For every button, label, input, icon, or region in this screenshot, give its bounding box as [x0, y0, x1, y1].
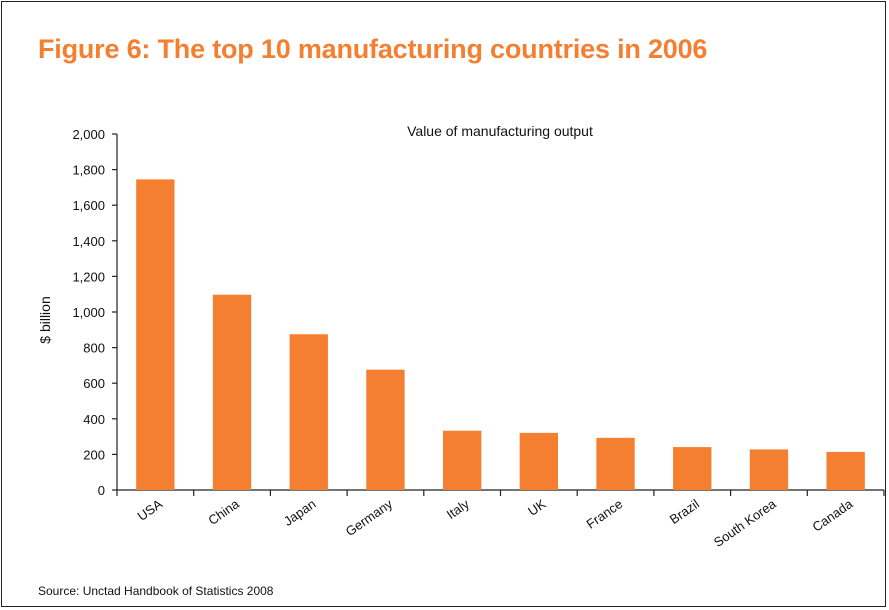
- y-tick-label: 1,600: [72, 198, 105, 213]
- x-tick-label: South Korea: [711, 496, 779, 550]
- bar-usa: [136, 179, 175, 490]
- source-note: Source: Unctad Handbook of Statistics 20…: [38, 584, 274, 598]
- bar-brazil: [673, 447, 712, 490]
- bar-china: [212, 294, 252, 490]
- bars: [136, 179, 865, 490]
- x-tick-label: France: [584, 496, 626, 531]
- y-tick-label: 1,400: [72, 234, 105, 249]
- y-tick-label: 1,000: [72, 305, 105, 320]
- bar-germany: [366, 369, 405, 490]
- x-tick-label: Germany: [343, 496, 396, 539]
- bar-uk: [519, 432, 559, 490]
- x-tick-label: USA: [135, 496, 166, 524]
- bar-france: [596, 437, 635, 490]
- y-tick-label: 400: [83, 412, 105, 427]
- bar-canada: [826, 451, 865, 490]
- y-tick-label: 800: [83, 341, 105, 356]
- y-tick-label: 1,200: [72, 269, 105, 284]
- bar-south-korea: [749, 449, 789, 490]
- x-tick-label: Brazil: [667, 496, 702, 527]
- x-tick-label: Japan: [281, 496, 319, 529]
- y-axis-label: $ billion: [37, 296, 53, 343]
- x-tick-label: UK: [525, 496, 549, 519]
- y-tick-label: 200: [83, 447, 105, 462]
- x-tick-label: Canada: [809, 496, 856, 535]
- figure-title: Figure 6: The top 10 manufacturing count…: [38, 34, 708, 64]
- y-tick-label: 0: [98, 483, 105, 498]
- x-tick-label: Italy: [444, 496, 473, 522]
- x-axis-ticks: USA China Japan Germany Italy UK France Brazil S…: [116, 490, 885, 550]
- bar-japan: [289, 334, 328, 490]
- y-tick-label: 2,000: [72, 127, 105, 142]
- y-axis-ticks: 0 200 400 600 800 1,000 1,200 1,400 1,600 1,800 2,…: [72, 127, 117, 498]
- bar-italy: [442, 430, 482, 490]
- y-tick-label: 600: [83, 376, 105, 391]
- chart-title: Value of manufacturing output: [407, 123, 593, 139]
- x-tick-label: China: [205, 496, 242, 528]
- y-tick-label: 1,800: [72, 163, 105, 178]
